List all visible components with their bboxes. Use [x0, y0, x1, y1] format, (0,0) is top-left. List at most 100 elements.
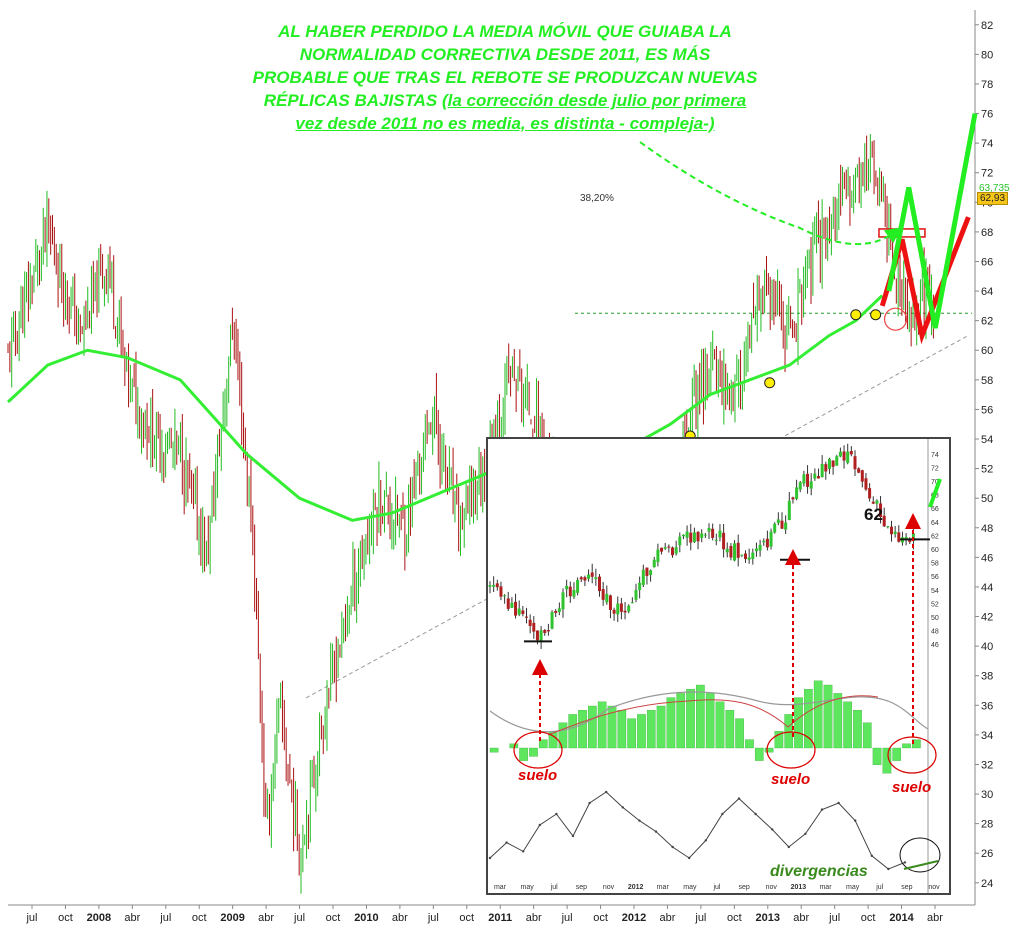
- inset-candle-body: [568, 586, 572, 597]
- inset-candle-body: [806, 473, 810, 487]
- histogram-signal-grey: [489, 691, 929, 733]
- inset-candle-body: [904, 536, 908, 540]
- inset-forecast-arrow: [928, 478, 942, 508]
- x-tick-label: 2009: [220, 912, 244, 924]
- oscillator-point: [837, 801, 840, 805]
- headline: AL HABER PERDIDO LA MEDIA MÓVIL QUE GUIA…: [160, 20, 850, 135]
- inset-candle-body: [838, 451, 842, 457]
- inset-candle-body: [689, 532, 693, 543]
- histogram-bar: [715, 701, 725, 749]
- x-tick-label: oct: [192, 912, 207, 924]
- inset-chart: 464850525456586062646668707274marmayjuls…: [486, 437, 951, 895]
- inset-x-tick-label: sep: [738, 884, 749, 891]
- x-tick-label: 2014: [889, 912, 914, 924]
- inset-candle-body: [879, 503, 883, 517]
- y-tick-label: 60: [981, 345, 993, 357]
- headline-line-4: RÉPLICAS BAJISTAS (la corrección desde j…: [160, 89, 850, 112]
- x-tick-label: 2010: [354, 912, 378, 924]
- inset-candle-body: [594, 577, 598, 580]
- inset-candle-body: [733, 543, 737, 561]
- y-tick-label: 34: [981, 730, 993, 742]
- inset-x-tick-label: 2012: [628, 884, 644, 891]
- x-tick-label: 2013: [756, 912, 780, 924]
- x-tick-label: jul: [561, 912, 573, 924]
- inset-candle-body: [557, 608, 561, 613]
- oscillator-point: [804, 832, 807, 835]
- inset-candle-body: [521, 610, 525, 614]
- inset-y-tick-label: 70: [931, 479, 939, 486]
- inset-candle-body: [729, 546, 733, 558]
- x-tick-label: 2011: [488, 912, 512, 924]
- oscillator-point: [538, 823, 541, 827]
- inset-candle-body: [674, 547, 678, 554]
- y-tick-label: 28: [981, 819, 993, 831]
- oscillator-point: [754, 812, 757, 816]
- floor-circle: [766, 731, 816, 769]
- inset-candle-body: [758, 544, 762, 551]
- divergencias-label: divergencias: [770, 863, 868, 880]
- histogram-bar: [843, 701, 852, 749]
- suelo-label-1: suelo: [518, 767, 558, 784]
- inset-candle-body: [649, 570, 653, 575]
- inset-candle-body: [849, 451, 853, 455]
- inset-y-tick-label: 60: [931, 547, 939, 554]
- histogram-bar: [578, 710, 587, 749]
- y-tick-label: 42: [981, 612, 993, 624]
- oscillator-point: [555, 812, 558, 816]
- inset-candle-body: [820, 463, 824, 477]
- inset-candle-body: [528, 619, 532, 626]
- support-marker: [764, 377, 776, 389]
- inset-candle-body: [583, 577, 587, 581]
- inset-candle-body: [813, 473, 817, 479]
- inset-candle-body: [802, 474, 806, 484]
- inset-candle-body: [561, 592, 565, 610]
- inset-candle-body: [590, 572, 594, 577]
- inset-candle-body: [780, 520, 784, 529]
- inset-x-tick-label: nov: [603, 884, 615, 891]
- inset-y-tick-label: 58: [931, 561, 939, 568]
- inset-candle-body: [827, 458, 831, 469]
- inset-candle-body: [554, 610, 558, 613]
- inset-y-tick-label: 46: [931, 642, 939, 649]
- x-tick-label: oct: [459, 912, 474, 924]
- y-tick-label: 80: [981, 49, 993, 61]
- inset-candle-body: [598, 576, 601, 592]
- oscillator-point: [605, 790, 608, 794]
- histogram-bar: [607, 705, 617, 749]
- y-tick-label: 58: [981, 375, 993, 387]
- oscillator-point: [721, 812, 724, 816]
- inset-candle-body: [773, 523, 777, 533]
- inset-candle-body: [809, 481, 813, 489]
- oscillator-point: [571, 834, 575, 838]
- histogram-bar: [764, 747, 774, 753]
- histogram-bar: [489, 747, 499, 753]
- x-tick-label: oct: [861, 912, 876, 924]
- inset-candle-body: [634, 589, 638, 600]
- inset-candle-body: [543, 630, 547, 634]
- x-tick-label: oct: [326, 912, 341, 924]
- inset-candle-body: [514, 601, 518, 616]
- inset-candle-body: [835, 456, 839, 466]
- histogram-bar: [784, 714, 794, 749]
- inset-candle-body: [517, 608, 521, 615]
- histogram-bar: [686, 689, 695, 749]
- inset-x-tick-label: mar: [494, 884, 507, 891]
- headline-line-4b: (la corrección desde julio por primera: [442, 91, 747, 110]
- headline-line-5: vez desde 2011 no es media, es distinta …: [295, 114, 715, 133]
- inset-candle-body: [638, 582, 642, 590]
- inset-candle-body: [798, 482, 802, 490]
- inset-candle-body: [890, 526, 893, 535]
- inset-candle-body: [630, 602, 634, 604]
- inset-candle-body: [579, 577, 583, 580]
- oscillator-point: [688, 856, 691, 860]
- histogram-bar: [676, 693, 686, 749]
- inset-x-tick-label: jul: [550, 884, 558, 891]
- inset-candle-body: [550, 611, 554, 629]
- inset-candle-body: [660, 547, 664, 552]
- inset-candle-body: [711, 528, 715, 538]
- histogram-bar: [666, 697, 676, 749]
- inset-candle-body: [751, 552, 755, 559]
- histogram-bar: [656, 705, 666, 749]
- inset-y-tick-label: 56: [931, 574, 939, 581]
- inset-candle-body: [652, 559, 656, 568]
